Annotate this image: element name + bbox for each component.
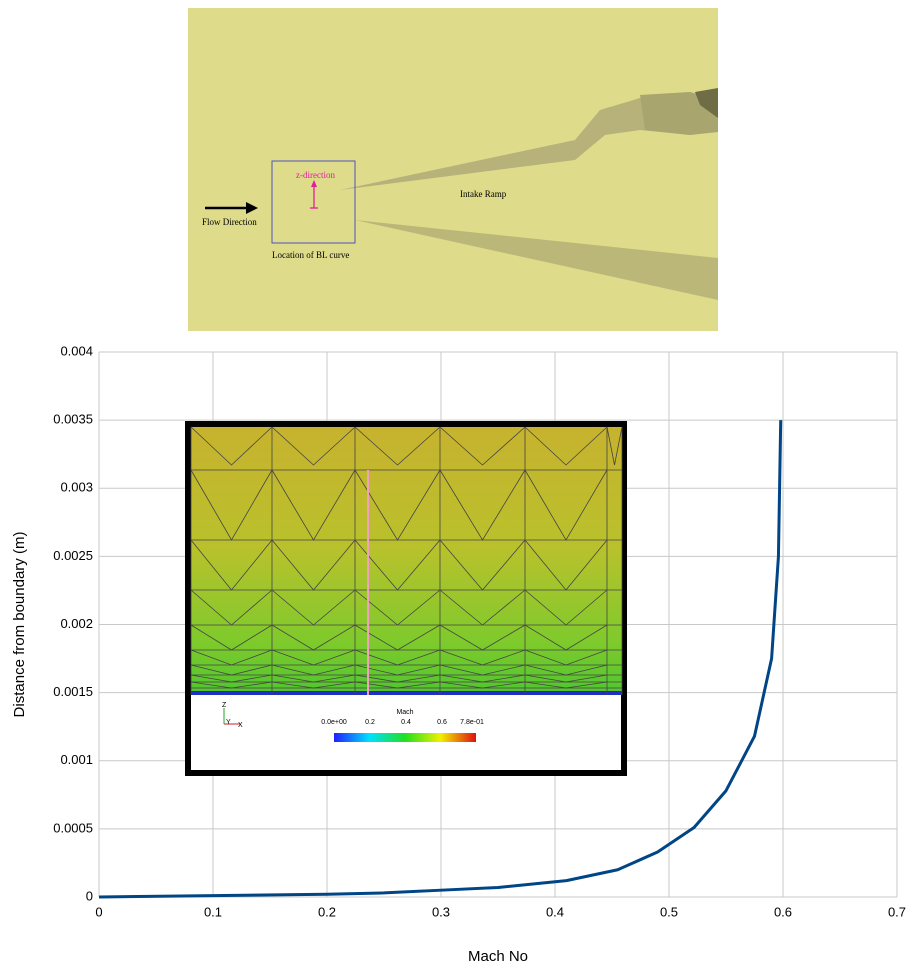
colorbar-label: 7.8e-01 <box>460 719 484 726</box>
y-tick-label: 0.0005 <box>53 820 93 835</box>
mesh-field <box>191 427 622 695</box>
wall-band <box>191 691 622 695</box>
y-tick-label: 0.002 <box>60 616 93 631</box>
y-tick-label: 0 <box>86 888 93 903</box>
axis-label: Y <box>226 719 231 726</box>
y-tick-label: 0.004 <box>60 343 93 358</box>
figure: Flow Direction z-direction Intake Ramp L… <box>0 0 910 968</box>
x-tick-label: 0.1 <box>204 904 222 919</box>
y-tick-label: 0.0015 <box>53 684 93 699</box>
x-tick-label: 0.2 <box>318 904 336 919</box>
y-tick-label: 0.0025 <box>53 548 93 563</box>
x-tick-label: 0 <box>95 904 102 919</box>
z-label: z-direction <box>296 170 335 180</box>
y-tick-label: 0.0035 <box>53 412 93 427</box>
x-tick-label: 0.5 <box>660 904 678 919</box>
colorbar <box>334 733 476 742</box>
x-tick-label: 0.4 <box>546 904 564 919</box>
colorbar-title: Mach <box>396 709 413 716</box>
colorbar-label: 0.4 <box>401 719 411 726</box>
geometry-view: Flow Direction z-direction Intake Ramp L… <box>188 8 718 331</box>
x-axis-title: Mach No <box>468 948 528 965</box>
inset: Z Y X Mach 0.0e+00 0.2 0.4 0.6 7.8e-01 <box>188 424 624 773</box>
axis-label: X <box>238 722 243 729</box>
flow-label: Flow Direction <box>202 217 257 227</box>
axis-label: Z <box>222 702 227 709</box>
colorbar-label: 0.2 <box>365 719 375 726</box>
y-axis-title: Distance from boundary (m) <box>11 532 28 718</box>
x-tick-label: 0.7 <box>888 904 906 919</box>
x-tick-label: 0.6 <box>774 904 792 919</box>
colorbar-label: 0.0e+00 <box>321 719 347 726</box>
colorbar-label: 0.6 <box>437 719 447 726</box>
bl-label: Location of BL curve <box>272 250 349 260</box>
ramp-label: Intake Ramp <box>460 189 507 199</box>
x-tick-label: 0.3 <box>432 904 450 919</box>
y-tick-label: 0.003 <box>60 480 93 495</box>
y-tick-label: 0.001 <box>60 752 93 767</box>
